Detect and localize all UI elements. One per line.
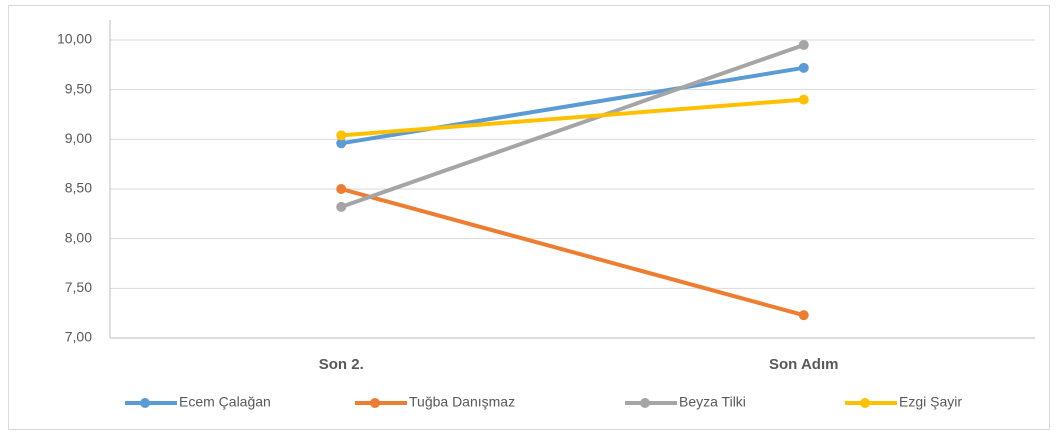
point: [336, 130, 347, 141]
point: [336, 138, 347, 149]
legend-label: Ezgi Şayir: [899, 394, 962, 410]
point: [798, 62, 809, 73]
legend-label: Tuğba Danışmaz: [409, 394, 515, 410]
legend-label: Beyza Tilki: [679, 394, 746, 410]
legend-label: Ecem Çalağan: [179, 394, 271, 410]
series-line: [339, 42, 806, 209]
point: [336, 184, 347, 194]
legend-marker: [640, 398, 650, 408]
legend-marker: [370, 398, 380, 408]
legend-marker: [140, 398, 150, 408]
y-tick-label: 8,00: [65, 229, 92, 245]
y-tick-label: 7,00: [65, 329, 92, 345]
y-tick-label: 7,50: [65, 279, 92, 295]
point: [798, 39, 809, 50]
y-tick-label: 8,50: [65, 180, 92, 196]
point: [336, 201, 347, 212]
point: [798, 310, 809, 321]
x-tick-label: Son 2.: [319, 356, 364, 373]
legend-marker: [860, 398, 870, 408]
x-tick-label: Son Adım: [769, 356, 838, 373]
y-tick-label: 9,00: [65, 130, 92, 146]
point: [798, 94, 809, 105]
series-line: [339, 187, 806, 318]
chart-frame: [8, 5, 1050, 430]
y-tick-label: 10,00: [57, 31, 92, 47]
series-line: [339, 97, 806, 138]
y-tick-label: 9,50: [65, 80, 92, 96]
